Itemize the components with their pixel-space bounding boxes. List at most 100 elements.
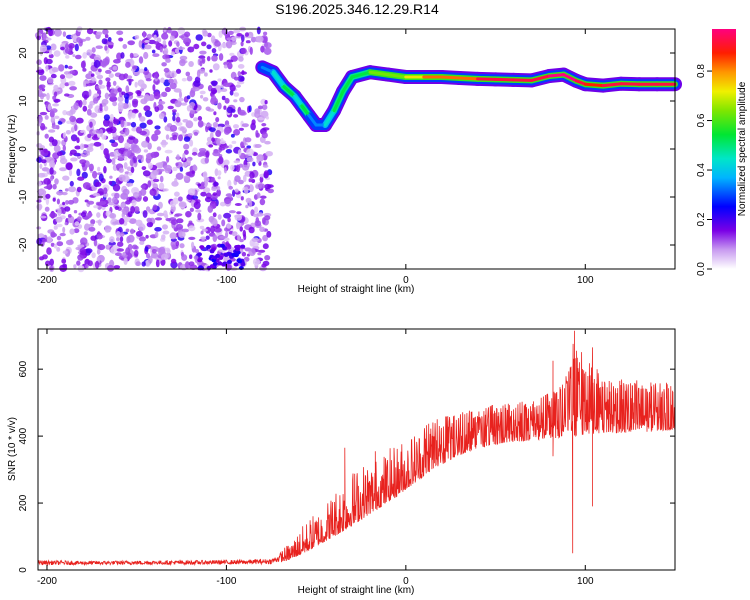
noise-cell [166, 156, 170, 163]
noise-cell [117, 96, 124, 102]
noise-cell [85, 36, 91, 41]
noise-cell [245, 204, 249, 209]
noise-cell [131, 65, 138, 70]
noise-cell [108, 93, 117, 98]
noise-cell [214, 168, 219, 177]
noise-cell [150, 151, 158, 159]
noise-cell [64, 188, 69, 192]
noise-cell [49, 176, 53, 182]
noise-cell [52, 197, 56, 202]
colorbar-tick-label: 0.6 [696, 113, 707, 127]
noise-cell [169, 200, 177, 208]
snr-panel: -200 -100 0 100 0 200 400 600 Height of straig… [7, 328, 676, 596]
noise-cell [70, 108, 76, 115]
noise-cell [120, 52, 125, 59]
noise-cell [185, 171, 192, 176]
noise-cell [152, 178, 160, 183]
noise-cell [233, 124, 239, 129]
noise-cell [139, 116, 146, 122]
noise-cell [137, 79, 145, 87]
noise-cell [210, 95, 217, 103]
noise-cell [97, 219, 102, 226]
x-tick-label: 0 [403, 275, 409, 286]
noise-cell [163, 67, 170, 73]
noise-cell [192, 165, 198, 172]
noise-cell [178, 231, 186, 239]
noise-cell [235, 84, 241, 88]
noise-cell [210, 176, 216, 183]
noise-cell [212, 219, 218, 227]
noise-cell [129, 158, 134, 167]
noise-cell [260, 45, 265, 53]
noise-cell [187, 188, 196, 196]
noise-cell [98, 201, 107, 205]
noise-cell [234, 188, 239, 193]
noise-cell [125, 61, 131, 68]
noise-cell [217, 102, 222, 110]
noise-cell [138, 223, 146, 232]
noise-cell [144, 39, 150, 43]
noise-cell [51, 67, 59, 73]
noise-cell [211, 187, 218, 191]
noise-cell [223, 212, 232, 219]
noise-cell [224, 31, 229, 38]
noise-cell [176, 41, 180, 47]
noise-cell [154, 71, 159, 79]
noise-cell [177, 97, 184, 102]
noise-cell [36, 59, 42, 65]
noise-cell [229, 52, 235, 57]
noise-cell [254, 144, 262, 148]
noise-cell [56, 223, 63, 228]
noise-cell [212, 234, 218, 242]
noise-cell [68, 186, 73, 191]
noise-cell [192, 87, 200, 92]
noise-cell [184, 149, 189, 155]
noise-cell [223, 159, 230, 166]
noise-cell [175, 172, 184, 180]
noise-cell [186, 95, 191, 100]
noise-cell [90, 73, 95, 77]
noise-cell [50, 73, 57, 79]
noise-cell [83, 231, 88, 236]
snr-background [38, 329, 675, 570]
noise-cell [133, 147, 142, 154]
noise-cell [266, 230, 272, 238]
noise-cell [170, 219, 179, 226]
noise-cell [256, 35, 264, 43]
noise-cell [223, 196, 232, 205]
noise-cell [170, 258, 177, 264]
noise-cell [201, 228, 208, 232]
noise-cell [153, 170, 159, 176]
noise-cell [181, 77, 187, 82]
snr-frame [37, 328, 676, 571]
noise-cell [240, 141, 244, 149]
noise-cell [103, 114, 110, 121]
noise-cell [107, 37, 112, 42]
noise-cell [162, 224, 168, 230]
noise-cell [255, 217, 260, 224]
noise-cell [210, 35, 216, 44]
snr-series-line [37, 330, 676, 567]
y-tick-label: 0 [18, 146, 29, 152]
noise-cell [201, 41, 207, 47]
trace-segment [512, 78, 533, 82]
noise-cell [131, 199, 137, 207]
noise-cell [67, 65, 73, 70]
noise-cell [73, 264, 77, 269]
trace-segment [350, 70, 372, 79]
noise-cell [43, 178, 51, 185]
noise-cell [200, 191, 207, 197]
noise-cell [226, 223, 232, 229]
trace-segment [282, 85, 297, 98]
noise-cell [51, 124, 59, 130]
noise-cell [109, 175, 113, 179]
trace-segment [619, 82, 641, 86]
noise-cell [107, 264, 115, 272]
noise-cell [60, 46, 65, 51]
noise-cell [179, 243, 185, 249]
noise-cell [138, 40, 143, 48]
noise-cell [161, 234, 166, 240]
noise-cell [49, 212, 58, 218]
noise-cell [132, 98, 139, 105]
x-tick-label: 0 [403, 576, 409, 587]
